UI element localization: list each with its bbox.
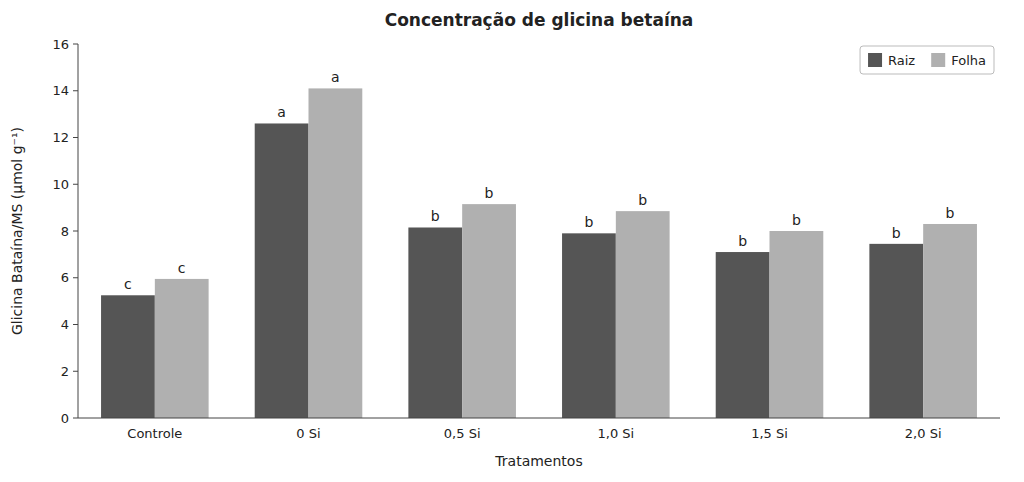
- chart-svg: c a b b b b c a b b b b 0 2 4 6 8 10 12 14 16 Controle 0 Si 0,5…: [0, 0, 1024, 482]
- bar-annotation: b: [584, 214, 593, 230]
- bar: [462, 204, 516, 418]
- x-tick-label: 2,0 Si: [905, 426, 942, 441]
- y-tick-label: 6: [61, 270, 69, 285]
- bar: [101, 295, 155, 418]
- y-tick: [73, 418, 78, 419]
- bar-annotation: b: [738, 233, 747, 249]
- bar: [616, 211, 670, 418]
- bar-annotation: c: [124, 276, 132, 292]
- y-tick-label: 8: [61, 224, 69, 239]
- bar: [923, 224, 977, 418]
- y-tick: [73, 277, 78, 278]
- y-tick-label: 4: [61, 317, 69, 332]
- chart-title: Concentração de glicina betaína: [385, 10, 694, 30]
- bar-annotation: b: [792, 212, 801, 228]
- legend-label: Raiz: [888, 53, 915, 68]
- legend-label: Folha: [951, 53, 986, 68]
- y-tick: [73, 44, 78, 45]
- y-tick: [73, 184, 78, 185]
- x-tick-label: 1,5 Si: [751, 426, 788, 441]
- x-tick-label: 0 Si: [296, 426, 320, 441]
- y-tick-label: 10: [52, 177, 69, 192]
- y-tick: [73, 371, 78, 372]
- y-tick: [73, 324, 78, 325]
- x-tick-label: 0,5 Si: [444, 426, 481, 441]
- bar: [716, 252, 770, 418]
- bar-annotation: b: [431, 208, 440, 224]
- bar-annotation: b: [485, 185, 494, 201]
- bars: [101, 88, 977, 418]
- y-tick-label: 12: [52, 130, 69, 145]
- bar: [155, 279, 209, 418]
- y-tick: [73, 231, 78, 232]
- bar: [309, 88, 363, 418]
- bar-annotation: a: [331, 69, 340, 85]
- y-axis-title: Glicina Bataína/MS (µmol g⁻¹): [9, 127, 25, 335]
- bar: [255, 123, 309, 418]
- bar-annotation: b: [946, 205, 955, 221]
- y-tick-label: 16: [52, 37, 69, 52]
- x-axis-title: Tratamentos: [494, 453, 582, 469]
- y-tick-label: 2: [61, 364, 69, 379]
- x-axis-line: [78, 418, 1000, 419]
- y-tick-label: 14: [52, 83, 69, 98]
- x-tick-label: Controle: [127, 426, 182, 441]
- legend-swatch: [931, 53, 945, 67]
- bar-annotation: a: [277, 104, 286, 120]
- bar-annotation: b: [892, 225, 901, 241]
- y-tick: [73, 90, 78, 91]
- y-tick: [73, 137, 78, 138]
- bar: [770, 231, 824, 418]
- bar: [869, 244, 923, 418]
- bar: [562, 233, 616, 418]
- legend-swatch: [868, 53, 882, 67]
- y-tick-label: 0: [61, 411, 69, 426]
- chart-container: c a b b b b c a b b b b 0 2 4 6 8 10 12 14 16 Controle 0 Si 0,5…: [0, 0, 1024, 482]
- bar-annotation: b: [638, 192, 647, 208]
- legend-box: [860, 46, 994, 74]
- legend: Raiz Folha: [860, 46, 994, 74]
- bar-annotation: c: [178, 260, 186, 276]
- bar: [408, 227, 462, 418]
- x-tick-label: 1,0 Si: [597, 426, 634, 441]
